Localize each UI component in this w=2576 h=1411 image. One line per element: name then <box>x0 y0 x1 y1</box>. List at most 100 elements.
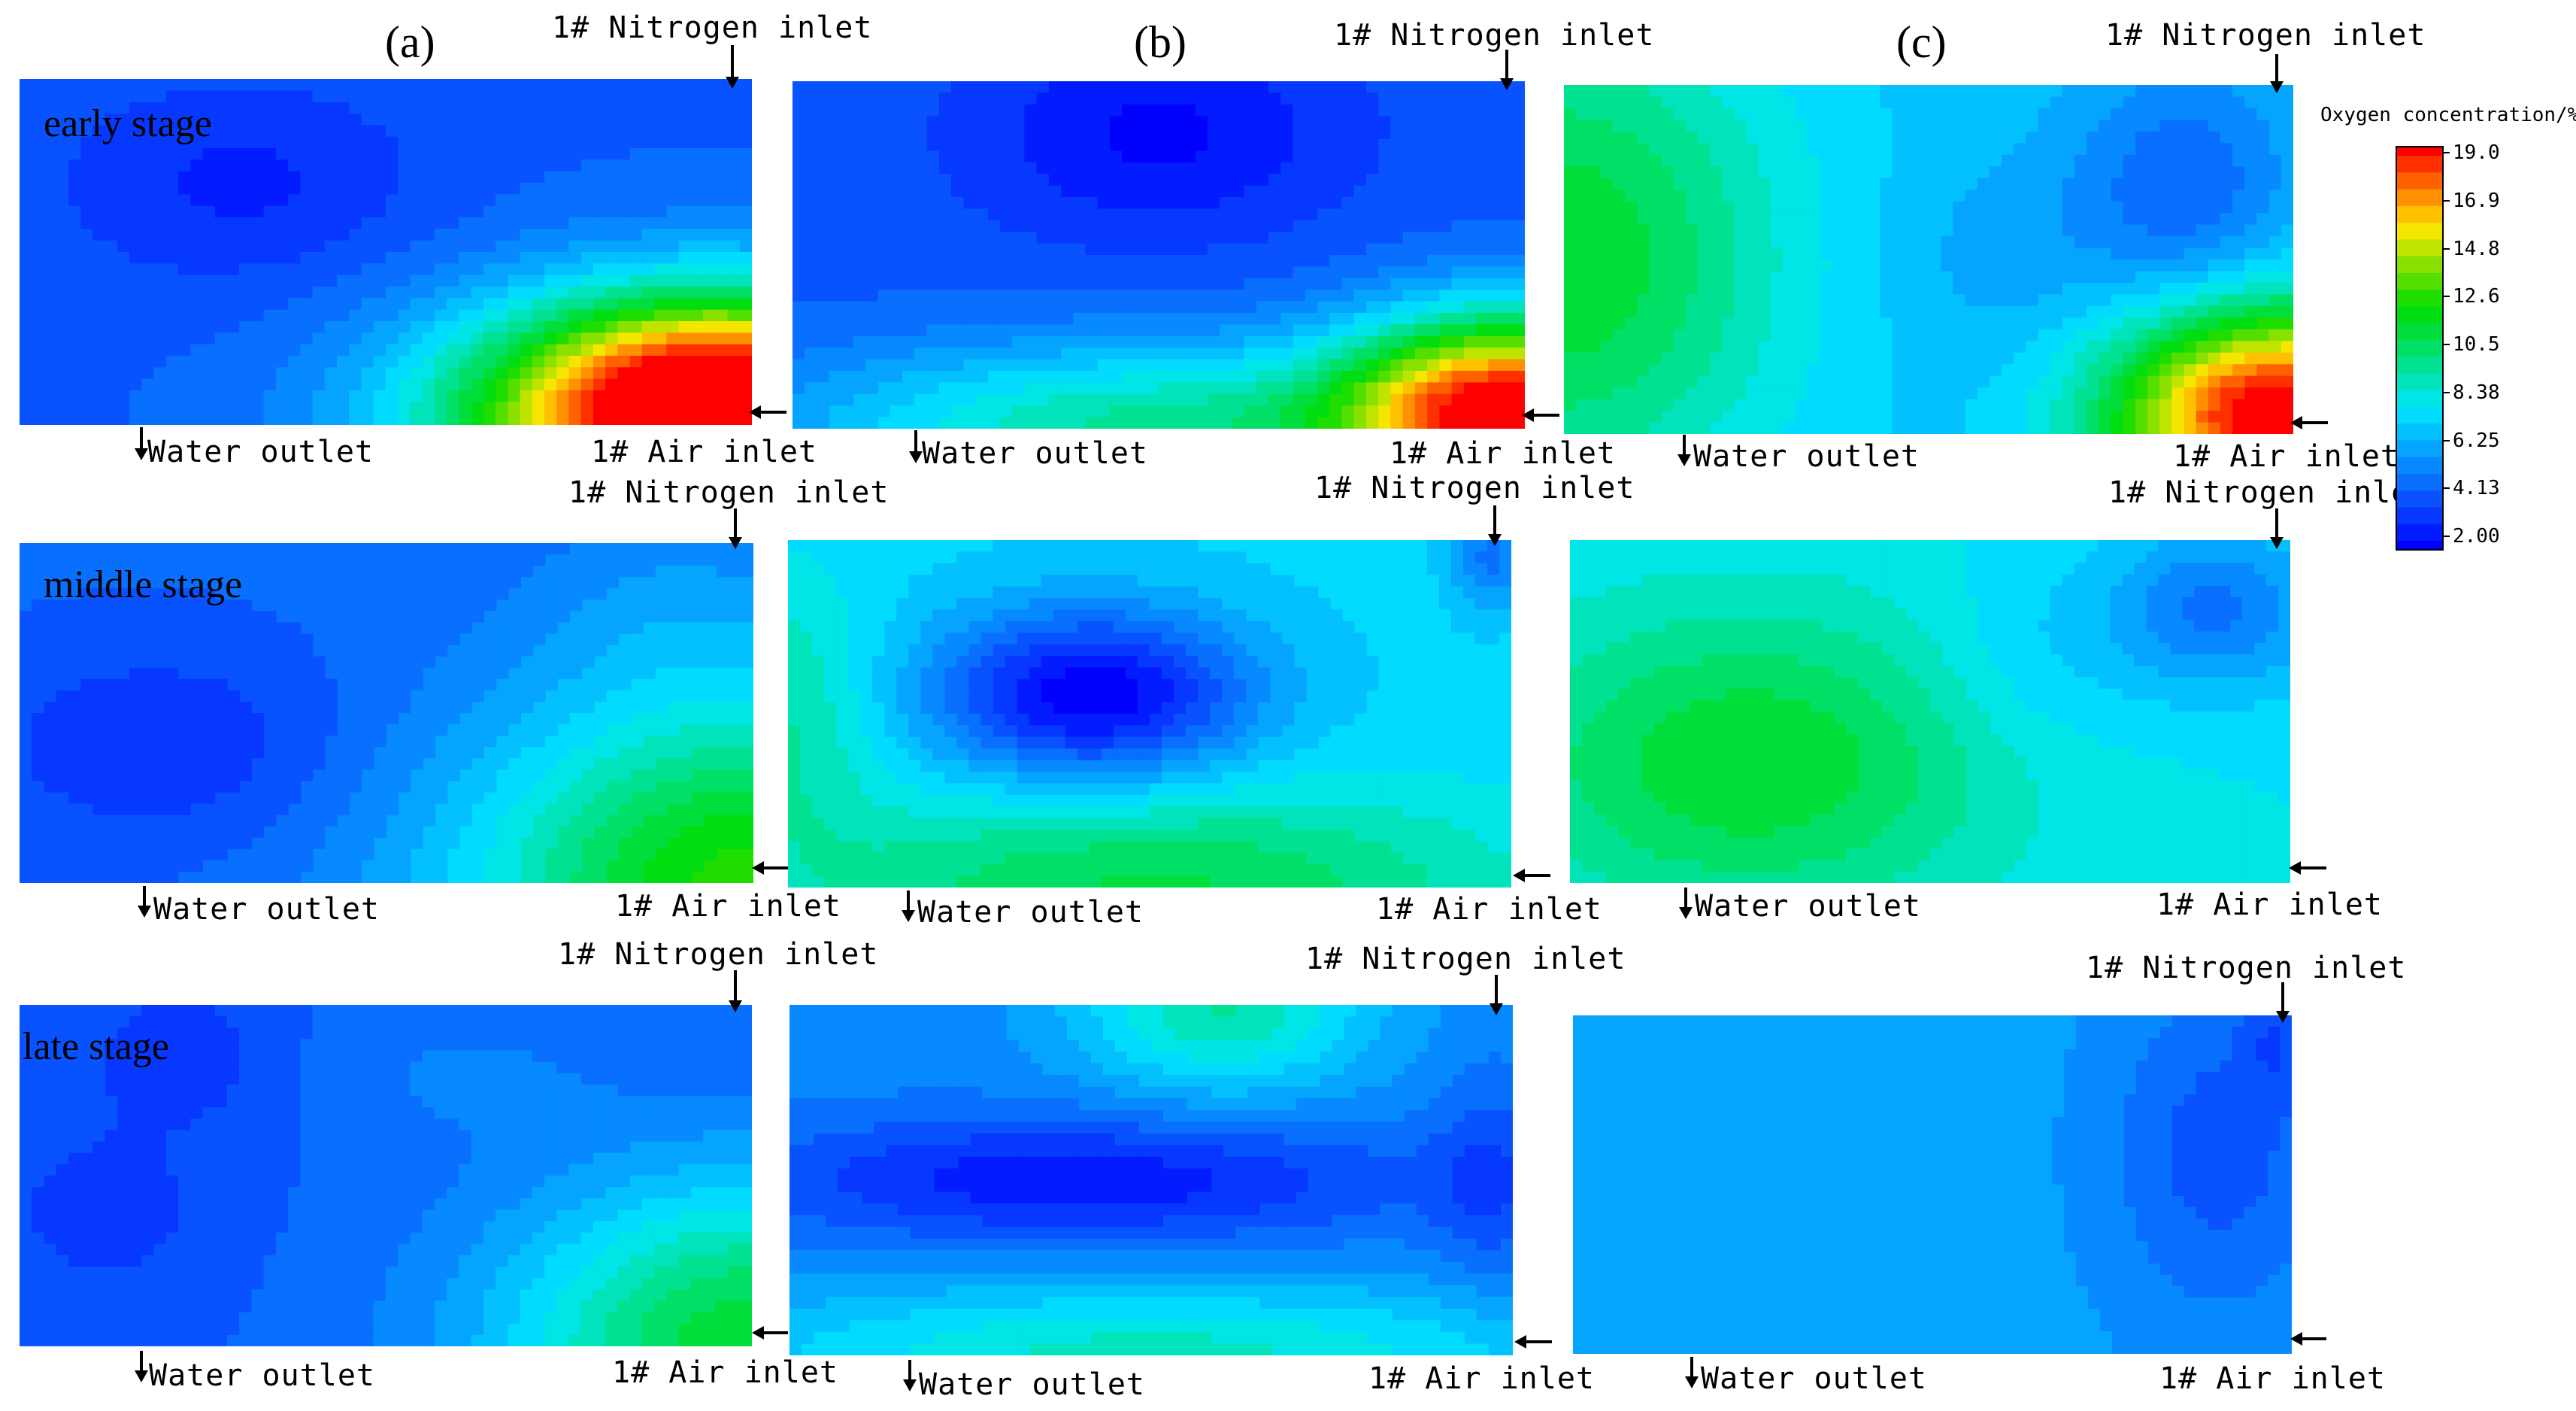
heatmap-cell <box>2184 120 2197 132</box>
heatmap-cell <box>1122 220 1135 232</box>
heatmap-cell <box>483 402 496 414</box>
heatmap-cell <box>1232 116 1245 129</box>
heatmap-cell <box>715 275 729 287</box>
heatmap-cell <box>1977 317 1990 330</box>
heatmap-cell <box>1317 243 1331 256</box>
heatmap-cell <box>2244 96 2258 109</box>
heatmap-cell <box>2196 341 2209 354</box>
heatmap-cell <box>1856 85 1868 98</box>
heatmap-cell <box>2123 131 2136 144</box>
heatmap-cell <box>2208 282 2221 296</box>
heatmap-cell <box>496 298 509 311</box>
heatmap-cell <box>1856 96 1868 109</box>
heatmap-cell <box>641 321 655 334</box>
heatmap-cell <box>592 148 606 161</box>
heatmap-cell <box>715 287 729 299</box>
heatmap-cell <box>275 309 289 322</box>
heatmap-cell <box>1989 131 2002 144</box>
heatmap-cell <box>817 174 830 187</box>
heatmap-cell <box>434 90 447 103</box>
heatmap-cell <box>1280 243 1294 256</box>
heatmap-cell <box>715 217 729 230</box>
heatmap-cell <box>544 102 558 114</box>
heatmap-cell <box>2220 213 2233 226</box>
heatmap-cell <box>2232 143 2246 156</box>
heatmap-cell <box>999 359 1013 372</box>
heatmap-cell <box>1220 208 1233 221</box>
heatmap-cell <box>1134 139 1147 152</box>
heatmap-cell <box>300 275 314 287</box>
heatmap-cell <box>1220 359 1233 372</box>
heatmap-cell <box>263 194 277 207</box>
heatmap-cell <box>805 185 818 198</box>
heatmap-cell <box>877 81 891 94</box>
heatmap-cell <box>865 347 879 360</box>
heatmap-cell <box>386 390 399 403</box>
heatmap-cell <box>2281 224 2293 237</box>
heatmap-cell <box>1710 108 1723 121</box>
heatmap-cell <box>447 298 460 311</box>
heatmap-cell <box>568 309 582 322</box>
heatmap-cell <box>1576 305 1590 319</box>
heatmap-cell <box>1819 259 1832 272</box>
heatmap-cell <box>1685 190 1699 202</box>
heatmap-cell <box>666 194 680 207</box>
heatmap-cell <box>2196 213 2209 226</box>
heatmap-cell <box>1341 197 1355 210</box>
heatmap-cell <box>117 79 130 92</box>
heatmap-cell <box>2220 271 2233 284</box>
heatmap-cell <box>792 139 806 152</box>
heatmap-cell <box>349 90 362 103</box>
heatmap-cell <box>56 309 69 322</box>
heatmap-cell <box>654 194 668 207</box>
heatmap-cell <box>202 240 216 253</box>
heatmap-cell <box>1293 382 1306 395</box>
heatmap-cell <box>1892 282 1905 296</box>
heatmap-cell <box>1916 178 1929 190</box>
heatmap-cell <box>324 413 338 425</box>
heatmap-cell <box>544 136 558 149</box>
heatmap-cell <box>165 79 179 92</box>
heatmap-cell <box>496 205 509 218</box>
heatmap-cell <box>2087 154 2100 168</box>
heatmap-cell <box>1280 266 1294 279</box>
heatmap-cell <box>129 148 143 161</box>
heatmap-cell <box>1783 166 1796 179</box>
heatmap-cell <box>1476 417 1490 429</box>
heatmap-cell <box>1207 197 1220 210</box>
heatmap-cell <box>2038 317 2051 330</box>
heatmap-cell <box>2196 85 2209 98</box>
heatmap-cell <box>829 266 842 279</box>
heatmap-cell <box>214 390 228 403</box>
heatmap-cell <box>2196 166 2209 179</box>
heatmap-cell <box>1463 104 1477 117</box>
heatmap-cell <box>1673 236 1687 249</box>
heatmap-cell <box>2220 108 2233 121</box>
heatmap-cell <box>56 159 69 172</box>
heatmap-cell <box>1244 255 1257 268</box>
heatmap-cell <box>1183 266 1196 279</box>
heatmap-cell <box>1085 417 1099 429</box>
heatmap-cell <box>32 102 45 114</box>
heatmap-cell <box>117 90 130 103</box>
heatmap-cell <box>2244 294 2258 307</box>
heatmap-cell <box>2159 201 2173 214</box>
heatmap-cell <box>592 229 606 241</box>
heatmap-cell <box>1807 236 1820 249</box>
heatmap-cell <box>105 102 118 114</box>
heatmap-cell <box>690 79 704 92</box>
heatmap-cell <box>544 263 558 276</box>
heatmap-cell <box>373 183 386 196</box>
heatmap-cell <box>592 159 606 172</box>
heatmap-cell <box>2220 120 2233 132</box>
heatmap-cell <box>2026 294 2039 307</box>
heatmap-cell <box>568 378 582 391</box>
heatmap-cell <box>2038 259 2051 272</box>
heatmap-cell <box>1488 266 1502 279</box>
heatmap-cell <box>1977 213 1990 226</box>
heatmap-cell <box>1414 371 1428 384</box>
heatmap-cell <box>32 275 45 287</box>
heatmap-cell <box>592 252 606 265</box>
heatmap-cell <box>568 287 582 299</box>
heatmap-cell <box>629 240 643 253</box>
